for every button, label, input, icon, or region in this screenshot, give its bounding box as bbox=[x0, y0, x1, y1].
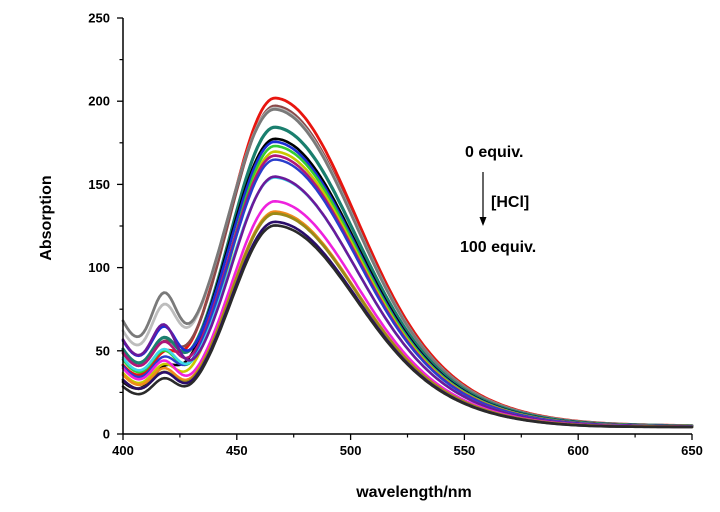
y-tick-label-200: 200 bbox=[88, 94, 110, 109]
y-tick-label-0: 0 bbox=[103, 427, 110, 442]
y-tick-label-50: 50 bbox=[96, 343, 110, 358]
start-equiv-label: 0 equiv. bbox=[465, 144, 523, 161]
x-axis-title: wavelength/nm bbox=[355, 484, 472, 501]
end-equiv-label: 100 equiv. bbox=[460, 239, 536, 256]
series-line-12 bbox=[121, 176, 694, 428]
ticks-layer: 400 450 500 550 600 650 0 50 100 150 200 250 bbox=[88, 11, 703, 459]
y-tick-label-100: 100 bbox=[88, 260, 110, 275]
series-line-4 bbox=[121, 107, 694, 428]
y-tick-label-250: 250 bbox=[88, 11, 110, 26]
series-line-13 bbox=[121, 175, 694, 428]
x-tick-label-550: 550 bbox=[454, 443, 476, 458]
x-tick-label-500: 500 bbox=[340, 443, 362, 458]
x-tick-label-400: 400 bbox=[112, 443, 134, 458]
series-line-1 bbox=[121, 96, 694, 428]
axes-layer bbox=[122, 18, 692, 435]
y-axis-title: Absorption bbox=[38, 175, 55, 260]
series-line-5 bbox=[121, 125, 694, 428]
x-tick-label-450: 450 bbox=[226, 443, 248, 458]
series-line-18 bbox=[121, 224, 694, 429]
x-tick-label-650: 650 bbox=[681, 443, 703, 458]
y-tick-label-150: 150 bbox=[88, 177, 110, 192]
reagent-label: [HCl] bbox=[491, 194, 529, 211]
x-tick-label-600: 600 bbox=[567, 443, 589, 458]
series-layer bbox=[121, 96, 694, 429]
series-line-3 bbox=[121, 106, 694, 428]
decrease-arrow-icon bbox=[479, 172, 487, 226]
series-line-2 bbox=[121, 104, 694, 428]
